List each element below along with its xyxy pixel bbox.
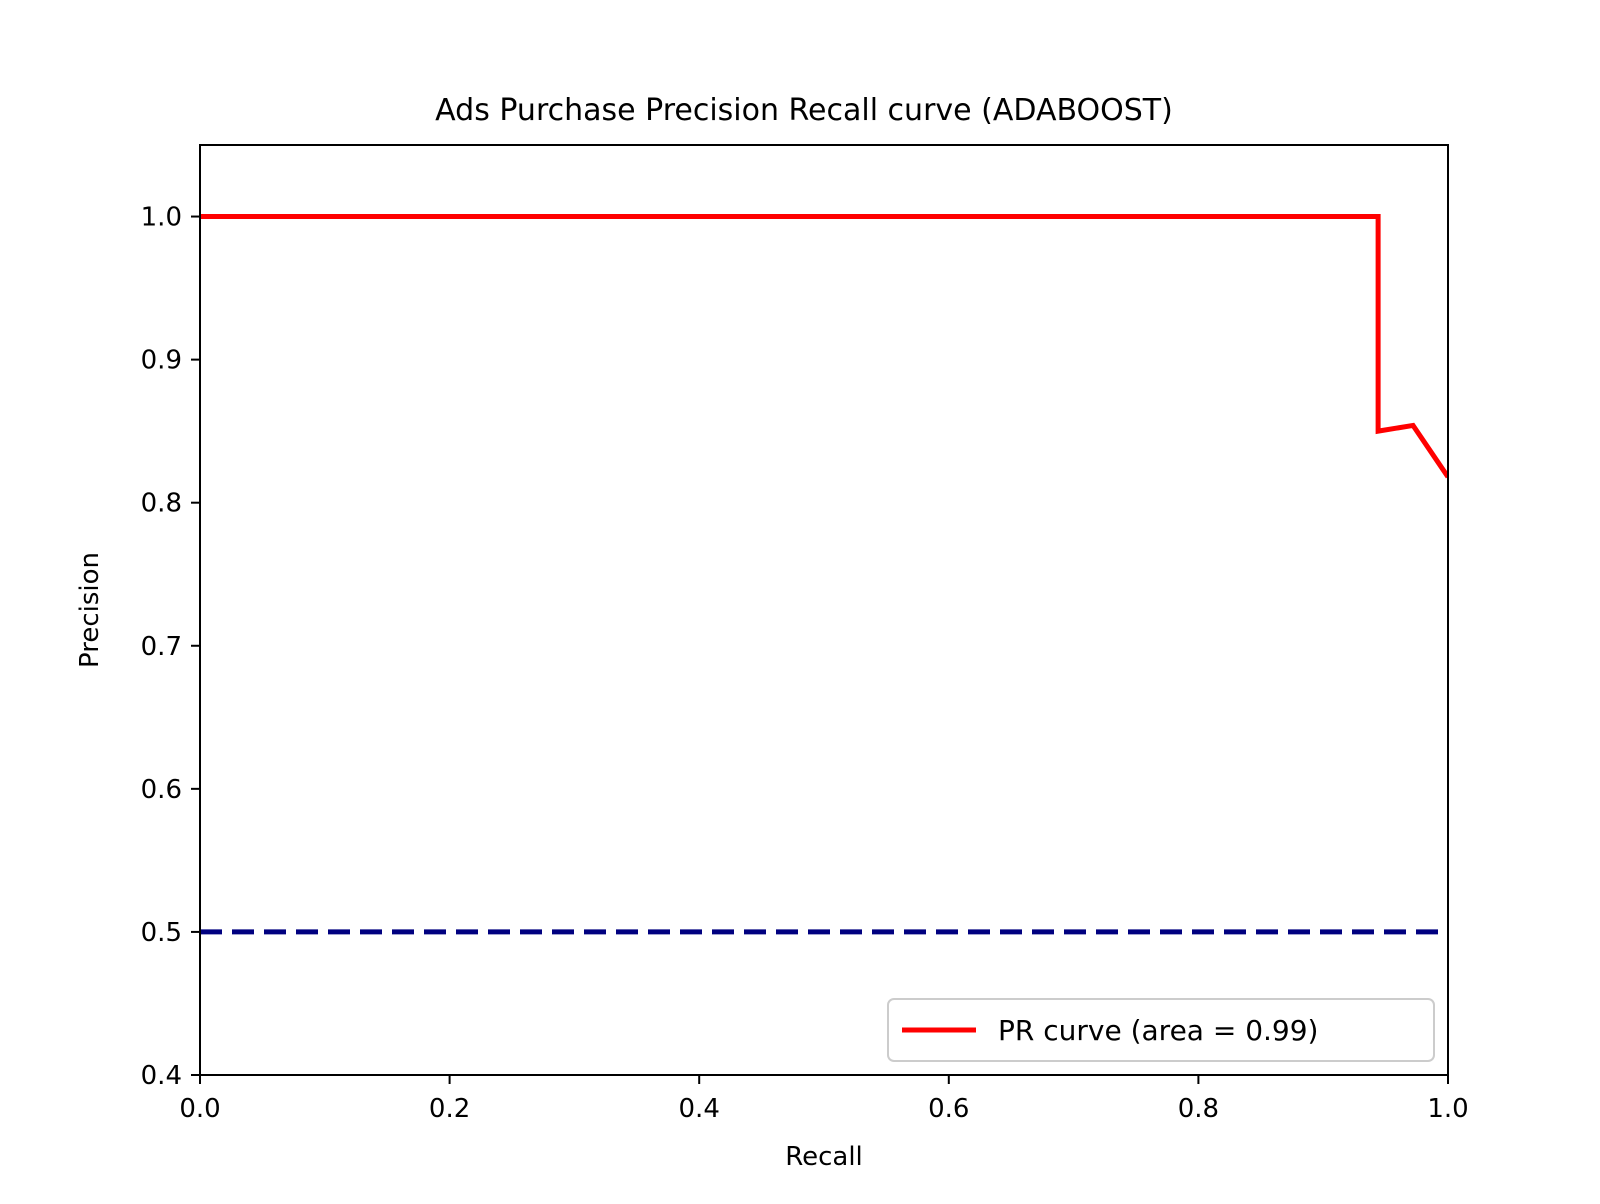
x-tick-label: 0.4 bbox=[679, 1094, 720, 1124]
chart-title: Ads Purchase Precision Recall curve (ADA… bbox=[435, 93, 1173, 128]
legend-box bbox=[887, 998, 1435, 1062]
y-tick-label: 0.6 bbox=[141, 775, 182, 805]
legend: PR curve (area = 0.99) bbox=[887, 998, 1435, 1062]
y-tick-label: 0.9 bbox=[141, 346, 182, 376]
y-tick-label: 0.8 bbox=[141, 489, 182, 519]
x-tick-label: 0.0 bbox=[179, 1094, 220, 1124]
x-tick-label: 0.8 bbox=[1178, 1094, 1219, 1124]
series-line-pr-curve bbox=[200, 214, 1448, 479]
x-axis-label: Recall bbox=[785, 1142, 863, 1172]
legend-label: PR curve (area = 0.99) bbox=[998, 1014, 1318, 1047]
y-axis-label: Precision bbox=[75, 552, 105, 668]
x-tick-label: 0.6 bbox=[928, 1094, 969, 1124]
x-tick-label: 1.0 bbox=[1427, 1094, 1468, 1124]
y-tick-label: 0.5 bbox=[141, 918, 182, 948]
y-tick-label: 1.0 bbox=[141, 203, 182, 233]
x-tick-label: 0.2 bbox=[429, 1094, 470, 1124]
plot-area-frame bbox=[199, 144, 1449, 1076]
y-tick-label: 0.7 bbox=[141, 632, 182, 662]
y-tick-label: 0.4 bbox=[141, 1061, 182, 1091]
